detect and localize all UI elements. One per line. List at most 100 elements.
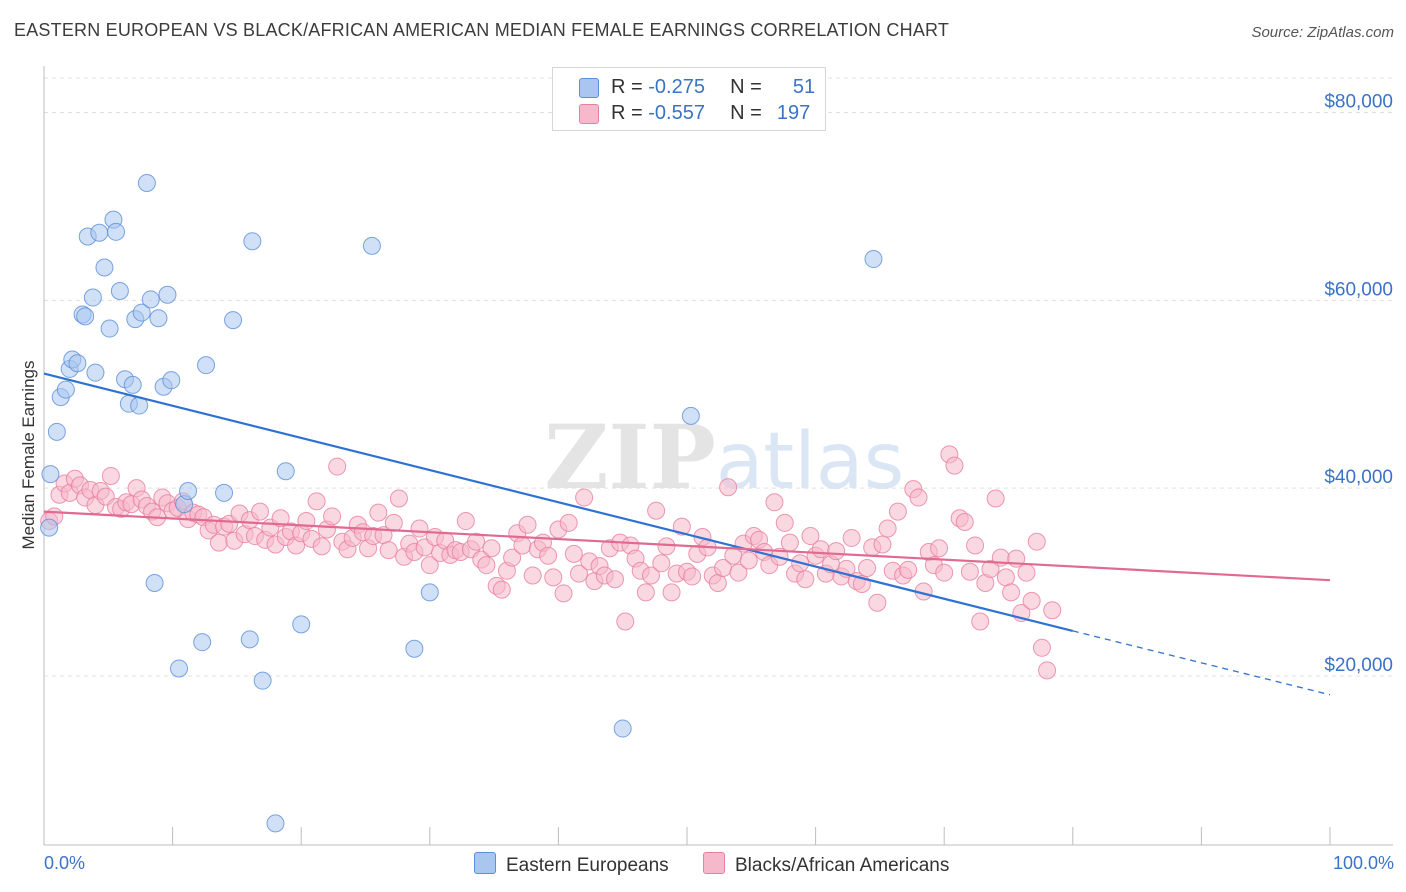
point-blacks-african-americans	[384, 513, 403, 532]
point-blacks-african-americans	[554, 584, 573, 603]
watermark-atlas: atlas	[716, 417, 905, 507]
point-eastern-europeans	[90, 223, 109, 242]
trend-line-blacks-african-americans	[43, 510, 1331, 582]
point-eastern-europeans	[137, 173, 156, 192]
point-blacks-african-americans	[708, 574, 727, 593]
point-eastern-europeans	[179, 481, 198, 500]
point-blacks-african-americans	[986, 489, 1005, 508]
point-blacks-african-americans	[564, 544, 583, 563]
point-eastern-europeans	[420, 583, 439, 602]
point-blacks-african-americans	[971, 612, 990, 631]
point-blacks-african-americans	[1027, 532, 1046, 551]
point-eastern-europeans	[41, 465, 60, 484]
point-blacks-african-americans	[1022, 591, 1041, 610]
point-blacks-african-americans	[775, 513, 794, 532]
point-blacks-african-americans	[960, 562, 979, 581]
point-eastern-europeans	[266, 814, 285, 833]
point-blacks-african-americans	[312, 537, 331, 556]
point-eastern-europeans	[215, 483, 234, 502]
point-blacks-african-americans	[1032, 638, 1051, 657]
point-blacks-african-americans	[981, 559, 1000, 578]
point-blacks-african-americans	[683, 567, 702, 586]
point-blacks-african-americans	[559, 513, 578, 532]
point-blacks-african-americans	[569, 564, 588, 583]
point-eastern-europeans	[145, 574, 164, 593]
point-blacks-african-americans	[544, 568, 563, 587]
point-eastern-europeans	[405, 639, 424, 658]
legend-n-label: N =	[730, 76, 762, 98]
point-blacks-african-americans	[657, 537, 676, 556]
y-axis-label: Median Female Earnings	[19, 360, 38, 550]
point-eastern-europeans	[243, 232, 262, 251]
point-blacks-african-americans	[719, 478, 738, 497]
x-axis-max-label: 100.0%	[1332, 853, 1394, 873]
legend-swatch-eastern-europeans	[579, 78, 599, 98]
point-blacks-african-americans	[307, 492, 326, 511]
legend-r-value: -0.275	[648, 76, 705, 98]
point-blacks-african-americans	[456, 512, 475, 531]
point-blacks-african-americans	[858, 558, 877, 577]
point-eastern-europeans	[83, 288, 102, 307]
point-blacks-african-americans	[945, 456, 964, 475]
point-blacks-african-americans	[467, 532, 486, 551]
point-eastern-europeans	[141, 290, 160, 309]
bottom-legend-swatch	[474, 852, 496, 874]
legend-n-value: 51	[792, 76, 816, 98]
point-blacks-african-americans	[729, 563, 748, 582]
legend-r-label: R =	[611, 102, 643, 124]
point-blacks-african-americans	[873, 535, 892, 554]
y-tick-label: $60,000	[1324, 279, 1393, 300]
point-blacks-african-americans	[878, 519, 897, 538]
chart-title: EASTERN EUROPEAN VS BLACK/AFRICAN AMERIC…	[14, 20, 950, 40]
point-eastern-europeans	[864, 250, 883, 269]
point-blacks-african-americans	[868, 593, 887, 612]
y-tick-label: $40,000	[1324, 467, 1393, 488]
point-blacks-african-americans	[739, 551, 758, 570]
point-blacks-african-americans	[662, 583, 681, 602]
point-blacks-african-americans	[930, 539, 949, 558]
y-tick-label: $80,000	[1324, 92, 1393, 113]
trend-line-extension-eastern-europeans	[1072, 630, 1331, 696]
point-blacks-african-americans	[636, 583, 655, 602]
point-eastern-europeans	[132, 303, 151, 322]
point-eastern-europeans	[149, 309, 168, 328]
point-blacks-african-americans	[652, 554, 671, 573]
point-eastern-europeans	[68, 354, 87, 373]
point-blacks-african-americans	[765, 493, 784, 512]
point-blacks-african-americans	[888, 502, 907, 521]
point-blacks-african-americans	[420, 556, 439, 575]
legend-swatch-blacks-african-americans	[579, 104, 599, 124]
point-eastern-europeans	[162, 371, 181, 390]
point-blacks-african-americans	[955, 512, 974, 531]
point-eastern-europeans	[681, 406, 700, 425]
point-blacks-african-americans	[209, 533, 228, 552]
point-eastern-europeans	[197, 356, 216, 375]
point-blacks-african-americans	[935, 563, 954, 582]
point-blacks-african-americans	[1002, 583, 1021, 602]
point-blacks-african-americans	[811, 540, 830, 559]
legend-n-label: N =	[730, 102, 762, 124]
point-eastern-europeans	[292, 615, 311, 634]
point-eastern-europeans	[107, 222, 126, 241]
point-blacks-african-americans	[827, 542, 846, 561]
point-blacks-african-americans	[575, 488, 594, 507]
trend-line-eastern-europeans	[43, 372, 1074, 632]
legend-n-value: 197	[776, 102, 811, 124]
point-blacks-african-americans	[996, 568, 1015, 587]
point-eastern-europeans	[193, 633, 212, 652]
point-eastern-europeans	[613, 719, 632, 738]
point-blacks-african-americans	[539, 546, 558, 565]
point-blacks-african-americans	[780, 533, 799, 552]
point-eastern-europeans	[123, 375, 142, 394]
point-blacks-african-americans	[482, 539, 501, 558]
bottom-legend-blacks-african-americans: Blacks/African Americans	[703, 852, 949, 877]
point-blacks-african-americans	[379, 541, 398, 560]
point-blacks-african-americans	[616, 612, 635, 631]
bottom-legend-label: Blacks/African Americans	[735, 855, 950, 876]
point-eastern-europeans	[158, 285, 177, 304]
bottom-legend-swatch	[703, 852, 725, 874]
point-blacks-african-americans	[101, 466, 120, 485]
point-blacks-african-americans	[492, 580, 511, 599]
point-blacks-african-americans	[523, 566, 542, 585]
